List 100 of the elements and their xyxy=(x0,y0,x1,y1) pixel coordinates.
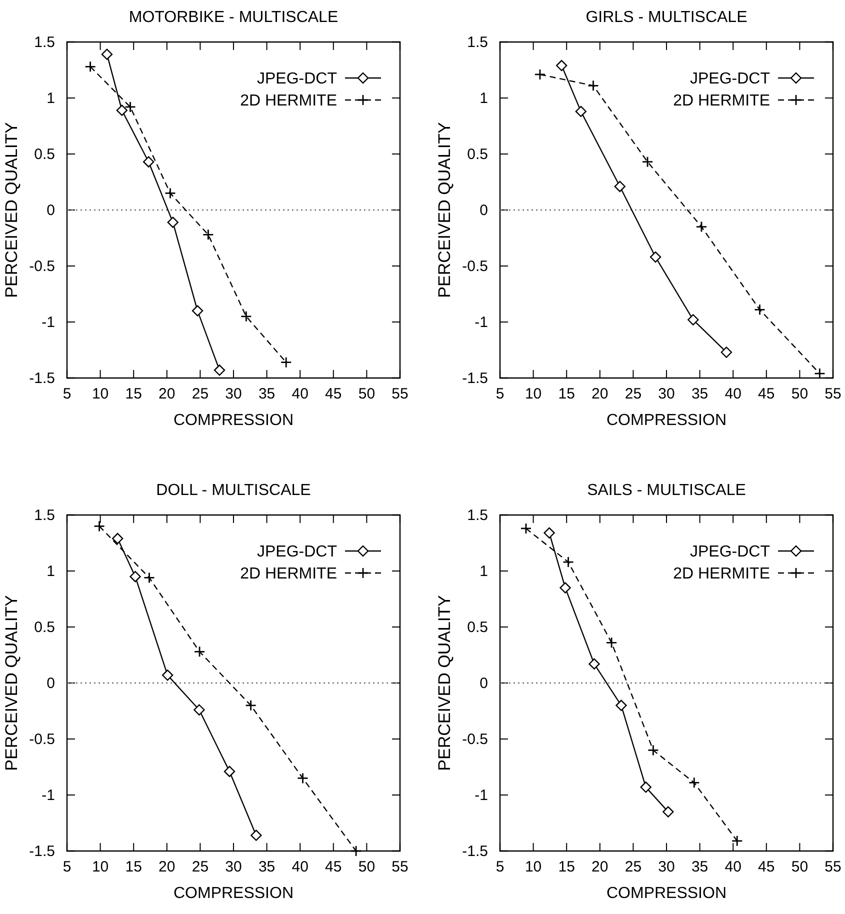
point xyxy=(250,830,262,841)
y-axis-title: PERCEIVED QUALITY xyxy=(435,122,454,298)
y-tick-label: -1 xyxy=(42,314,55,331)
x-tick-label: 35 xyxy=(691,386,708,403)
y-tick-label: 0.5 xyxy=(467,618,488,636)
point xyxy=(192,305,204,316)
y-axis-title: PERCEIVED QUALITY xyxy=(2,122,21,298)
point xyxy=(214,364,226,376)
y-tick-label: 0.5 xyxy=(34,618,55,636)
x-tick-label: 30 xyxy=(658,858,675,876)
x-tick-label: 45 xyxy=(325,386,342,403)
y-tick-label: 0.5 xyxy=(34,146,55,163)
point xyxy=(688,314,699,326)
x-tick-label: 50 xyxy=(791,386,808,403)
x-tick-label: 30 xyxy=(225,386,242,403)
legend-label: 2D HERMITE xyxy=(673,566,770,583)
point xyxy=(606,636,618,648)
point xyxy=(297,772,308,784)
y-tick-label: 1.5 xyxy=(34,34,55,51)
x-tick-label: 35 xyxy=(258,858,276,876)
point xyxy=(556,60,568,72)
point xyxy=(202,228,214,240)
point xyxy=(130,571,141,582)
point xyxy=(642,156,654,168)
point xyxy=(650,251,662,263)
x-tick-label: 25 xyxy=(192,386,209,403)
x-tick-label: 25 xyxy=(192,858,209,876)
x-tick-label: 5 xyxy=(496,386,504,403)
point xyxy=(280,356,292,368)
point xyxy=(534,68,546,80)
point xyxy=(162,670,174,681)
x-tick-label: 40 xyxy=(724,386,742,403)
legend-label: 2D HERMITE xyxy=(240,92,337,110)
point xyxy=(101,48,113,60)
point xyxy=(640,782,652,793)
x-tick-label: 40 xyxy=(292,858,308,876)
chart-title: SAILS - MULTISCALE xyxy=(587,482,746,499)
point xyxy=(240,310,252,322)
y-tick-label: 1 xyxy=(480,90,488,107)
y-tick-label: -0.5 xyxy=(29,730,55,748)
point xyxy=(588,80,599,92)
legend-label: JPEG-DCT xyxy=(690,70,770,88)
y-tick-label: 1.5 xyxy=(467,34,488,51)
x-tick-label: 5 xyxy=(62,858,72,876)
y-tick-label: 1 xyxy=(46,562,55,580)
x-tick-label: 50 xyxy=(358,858,376,876)
x-tick-label: 10 xyxy=(524,858,542,876)
point xyxy=(167,216,178,228)
y-tick-label: -1.5 xyxy=(29,842,55,860)
legend-label: 2D HERMITE xyxy=(673,92,770,110)
point xyxy=(84,60,96,72)
point xyxy=(754,304,766,316)
point xyxy=(588,658,600,670)
y-tick-label: -1.5 xyxy=(462,370,488,387)
y-tick-label: -1 xyxy=(42,786,55,804)
point xyxy=(575,106,587,118)
x-tick-label: 55 xyxy=(824,386,842,403)
x-tick-label: 15 xyxy=(558,858,575,876)
x-tick-label: 55 xyxy=(824,858,842,876)
point xyxy=(194,646,206,658)
x-tick-label: 45 xyxy=(758,858,775,876)
x-tick-label: 15 xyxy=(558,386,575,403)
point xyxy=(544,527,555,539)
point xyxy=(224,766,236,778)
y-tick-label: 1 xyxy=(480,562,488,580)
point xyxy=(562,556,574,568)
point xyxy=(614,180,626,192)
point xyxy=(144,572,155,584)
point xyxy=(647,744,659,756)
point xyxy=(164,188,176,199)
legend-label: JPEG-DCT xyxy=(257,70,338,88)
x-tick-label: 5 xyxy=(62,386,72,403)
x-axis-title: COMPRESSION xyxy=(606,412,727,429)
point xyxy=(662,806,674,818)
y-axis-title: PERCEIVED QUALITY xyxy=(2,595,21,771)
x-axis-title: COMPRESSION xyxy=(173,885,294,902)
x-tick-label: 20 xyxy=(158,386,176,403)
x-tick-label: 10 xyxy=(92,386,109,403)
point xyxy=(616,700,627,711)
legend-label: JPEG-DCT xyxy=(690,544,770,561)
y-axis-title: PERCEIVED QUALITY xyxy=(435,595,454,771)
y-tick-label: -0.5 xyxy=(29,258,55,275)
y-tick-label: 1.5 xyxy=(467,506,488,524)
x-tick-label: 20 xyxy=(158,858,176,876)
point xyxy=(560,582,571,594)
x-tick-label: 40 xyxy=(292,386,308,403)
x-tick-label: 20 xyxy=(592,858,608,876)
x-tick-label: 45 xyxy=(758,386,775,403)
x-tick-label: 35 xyxy=(258,386,276,403)
x-tick-label: 55 xyxy=(392,386,408,403)
y-tick-label: -0.5 xyxy=(462,730,488,748)
x-tick-label: 10 xyxy=(92,858,109,876)
x-tick-label: 10 xyxy=(524,386,542,403)
chart-title: GIRLS - MULTISCALE xyxy=(586,9,748,26)
x-tick-label: 45 xyxy=(325,858,342,876)
point xyxy=(245,700,257,712)
point xyxy=(112,532,124,544)
point xyxy=(142,156,154,168)
y-tick-label: 0 xyxy=(480,674,488,692)
y-tick-label: 0.5 xyxy=(467,146,488,163)
